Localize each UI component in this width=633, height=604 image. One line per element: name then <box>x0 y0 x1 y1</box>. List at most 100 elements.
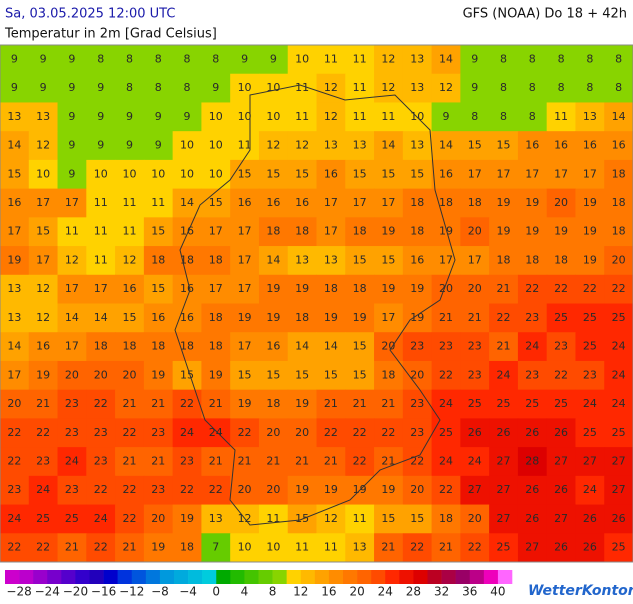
colorbar-swatch <box>455 570 471 584</box>
temperature-cell <box>86 447 116 477</box>
temperature-value: 21 <box>122 454 136 467</box>
temperature-value: 26 <box>525 483 539 496</box>
temperature-cell <box>489 246 519 276</box>
temperature-cell <box>115 102 145 132</box>
temperature-value: 19 <box>324 311 338 324</box>
temperature-value: 24 <box>94 512 108 525</box>
temperature-value: 26 <box>583 512 597 525</box>
temperature-cell <box>431 533 461 563</box>
temperature-cell <box>575 217 605 247</box>
temperature-value: 12 <box>36 139 50 152</box>
temperature-value: 26 <box>497 426 511 439</box>
temperature-cell <box>431 131 461 161</box>
temperature-cell <box>460 475 490 506</box>
temperature-cell <box>575 504 605 534</box>
temperature-value: 11 <box>295 110 309 123</box>
temperature-value: 21 <box>122 541 136 554</box>
temperature-cell <box>431 45 461 75</box>
temperature-value: 22 <box>554 368 568 381</box>
temperature-value: 14 <box>295 340 309 353</box>
temperature-value: 21 <box>151 397 165 410</box>
temperature-cell <box>57 102 87 132</box>
temperature-cell <box>604 389 633 419</box>
colorbar-swatch <box>244 570 259 584</box>
temperature-value: 17 <box>65 196 79 209</box>
temperature-value: 11 <box>324 52 338 65</box>
temperature-cell <box>57 246 87 276</box>
temperature-value: 20 <box>151 512 165 525</box>
temperature-cell <box>86 131 116 161</box>
temperature-value: 15 <box>324 368 338 381</box>
temperature-cell <box>172 188 202 218</box>
colorbar-swatch <box>258 570 273 584</box>
temperature-value: 20 <box>439 282 453 295</box>
temperature-cell <box>575 188 605 218</box>
temperature-value: 18 <box>209 311 223 324</box>
temperature-cell <box>402 131 433 161</box>
temperature-value: 10 <box>180 167 194 180</box>
temperature-value: 19 <box>151 368 165 381</box>
temperature-value: 16 <box>122 282 136 295</box>
temperature-cell <box>230 188 260 218</box>
temperature-cell <box>489 131 519 161</box>
temperature-value: 27 <box>612 454 626 467</box>
temperature-value: 22 <box>94 397 108 410</box>
temperature-value: 9 <box>126 110 133 123</box>
colorbar-swatch <box>33 570 48 584</box>
temperature-cell <box>57 159 87 190</box>
temperature-cell <box>604 533 633 563</box>
temperature-cell <box>460 131 490 161</box>
temperature-value: 18 <box>122 340 136 353</box>
temperature-cell <box>489 45 519 75</box>
temperature-cell <box>345 389 375 419</box>
temperature-cell <box>604 332 633 362</box>
temperature-value: 13 <box>36 110 50 123</box>
temperature-value: 22 <box>180 483 194 496</box>
temperature-cell <box>316 303 346 333</box>
temperature-value: 10 <box>122 167 136 180</box>
temperature-cell <box>201 102 231 132</box>
temperature-value: 8 <box>500 52 507 65</box>
temperature-value: 8 <box>615 52 622 65</box>
temperature-value: 22 <box>497 311 511 324</box>
temperature-value: 24 <box>583 397 597 410</box>
temperature-value: 20 <box>238 483 252 496</box>
temperature-value: 20 <box>468 512 482 525</box>
temperature-value: 9 <box>471 52 478 65</box>
temperature-cell <box>57 332 87 362</box>
temperature-value: 18 <box>295 225 309 238</box>
temperature-value: 19 <box>36 368 50 381</box>
temperature-cell <box>230 246 260 276</box>
temperature-cell <box>115 73 145 103</box>
temperature-cell <box>143 303 174 333</box>
temperature-value: 11 <box>381 110 395 123</box>
temperature-cell <box>201 45 231 75</box>
temperature-cell <box>374 45 404 75</box>
temperature-cell <box>604 475 633 506</box>
temperature-value: 9 <box>155 139 162 152</box>
temperature-cell <box>460 533 490 563</box>
temperature-value: 22 <box>439 368 453 381</box>
colorbar-tick-label: 0 <box>212 585 220 599</box>
temperature-cell <box>258 475 289 506</box>
temperature-value: 8 <box>529 81 536 94</box>
colorbar-tick-label: −4 <box>179 585 197 599</box>
colorbar-swatch <box>328 570 344 584</box>
temperature-cell <box>28 418 59 448</box>
temperature-cell <box>0 389 30 419</box>
temperature-cell <box>374 217 404 247</box>
temperature-cell <box>201 475 231 506</box>
temperature-value: 19 <box>525 196 539 209</box>
temperature-cell <box>86 159 116 190</box>
temperature-cell <box>86 389 116 419</box>
colorbar-swatch <box>286 570 302 584</box>
temperature-cell <box>28 475 59 506</box>
temperature-value: 19 <box>439 225 453 238</box>
temperature-value: 13 <box>583 110 597 123</box>
temperature-value: 21 <box>209 454 223 467</box>
temperature-cell <box>115 131 145 161</box>
temperature-value: 27 <box>554 454 568 467</box>
temperature-cell <box>402 504 433 534</box>
temperature-cell <box>230 332 260 362</box>
temperature-value: 21 <box>266 454 280 467</box>
